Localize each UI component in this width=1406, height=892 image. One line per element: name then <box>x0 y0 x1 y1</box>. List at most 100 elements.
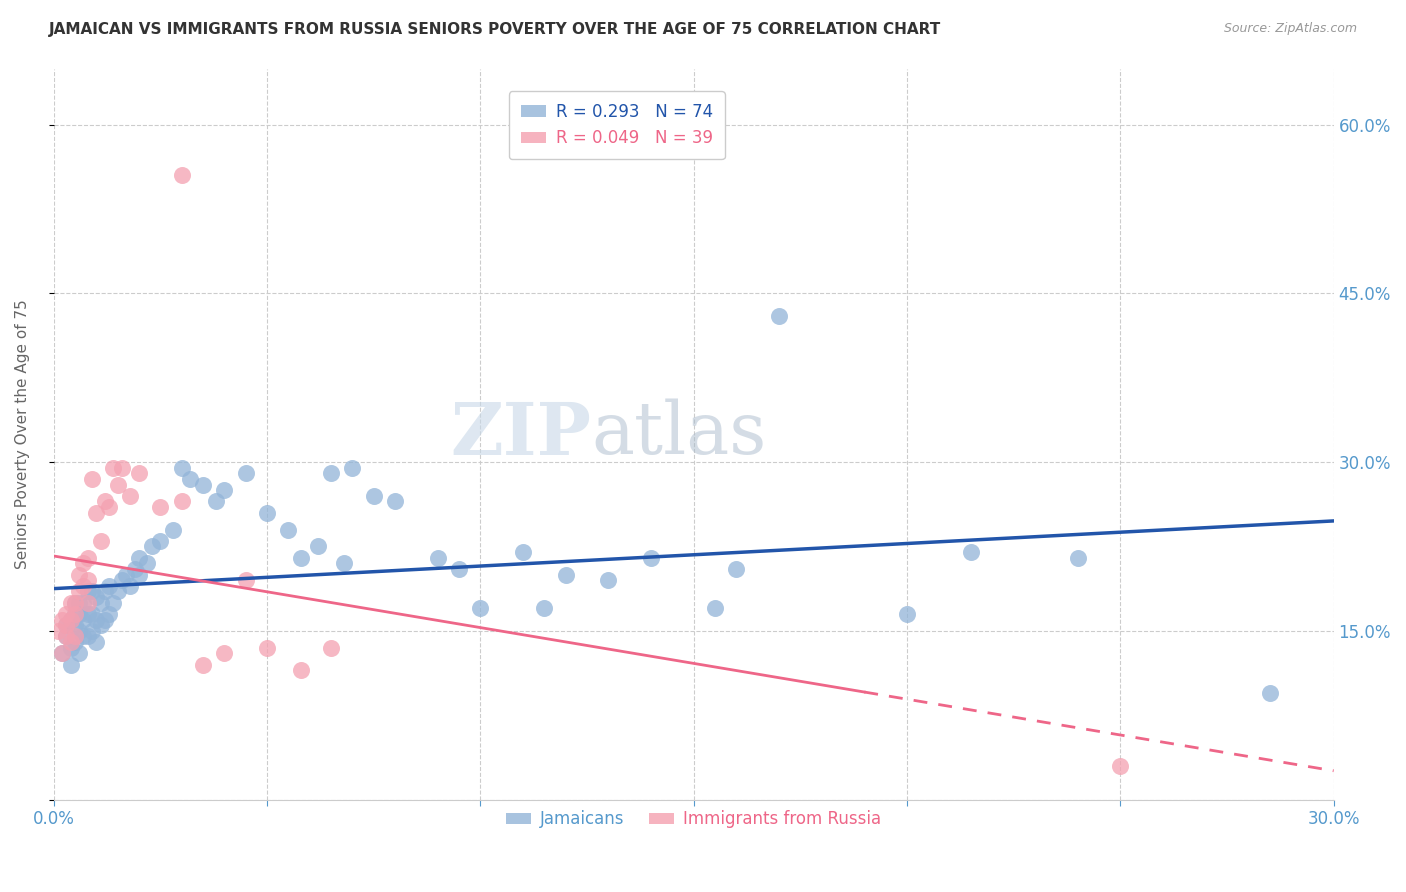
Text: JAMAICAN VS IMMIGRANTS FROM RUSSIA SENIORS POVERTY OVER THE AGE OF 75 CORRELATIO: JAMAICAN VS IMMIGRANTS FROM RUSSIA SENIO… <box>49 22 942 37</box>
Point <box>55 630 77 644</box>
Point <box>256 640 278 655</box>
Point <box>51 646 73 660</box>
Point <box>342 460 364 475</box>
Point <box>72 579 94 593</box>
Point <box>214 483 236 498</box>
Point <box>76 596 98 610</box>
Point <box>59 640 82 655</box>
Point <box>277 523 299 537</box>
Point <box>363 489 385 503</box>
Point <box>67 624 90 638</box>
Point <box>896 607 918 621</box>
Point <box>204 494 226 508</box>
Point <box>67 584 90 599</box>
Point <box>170 494 193 508</box>
Point <box>128 550 150 565</box>
Point <box>115 567 138 582</box>
Point <box>55 618 77 632</box>
Point <box>80 624 103 638</box>
Point <box>725 562 748 576</box>
Point <box>63 596 86 610</box>
Text: Source: ZipAtlas.com: Source: ZipAtlas.com <box>1223 22 1357 36</box>
Point <box>120 489 142 503</box>
Point <box>55 618 77 632</box>
Point <box>63 607 86 621</box>
Point <box>768 309 790 323</box>
Point <box>107 584 129 599</box>
Point <box>90 533 112 548</box>
Point <box>55 607 77 621</box>
Point <box>67 646 90 660</box>
Point <box>120 579 142 593</box>
Point <box>72 596 94 610</box>
Point <box>80 584 103 599</box>
Legend: Jamaicans, Immigrants from Russia: Jamaicans, Immigrants from Russia <box>499 804 887 835</box>
Point <box>80 607 103 621</box>
Point <box>111 573 134 587</box>
Text: ZIP: ZIP <box>450 399 591 469</box>
Point <box>598 573 620 587</box>
Point <box>90 618 112 632</box>
Point <box>426 550 449 565</box>
Point <box>76 550 98 565</box>
Point <box>960 545 983 559</box>
Point <box>170 460 193 475</box>
Point <box>141 540 163 554</box>
Point <box>90 596 112 610</box>
Point <box>72 630 94 644</box>
Point <box>235 467 257 481</box>
Point <box>59 613 82 627</box>
Point <box>191 477 214 491</box>
Point <box>59 613 82 627</box>
Point <box>162 523 184 537</box>
Point <box>72 613 94 627</box>
Point <box>84 506 107 520</box>
Point <box>94 494 117 508</box>
Point <box>1066 550 1088 565</box>
Point <box>67 607 90 621</box>
Text: atlas: atlas <box>591 399 766 469</box>
Point <box>94 613 117 627</box>
Point <box>640 550 662 565</box>
Point <box>214 646 236 660</box>
Point <box>46 624 69 638</box>
Point <box>447 562 470 576</box>
Point <box>704 601 727 615</box>
Point <box>384 494 406 508</box>
Point <box>332 557 354 571</box>
Point <box>63 596 86 610</box>
Point <box>98 500 121 515</box>
Point <box>149 500 172 515</box>
Point <box>63 630 86 644</box>
Point <box>63 618 86 632</box>
Point <box>191 657 214 672</box>
Point <box>67 596 90 610</box>
Point <box>1258 686 1281 700</box>
Point <box>103 460 125 475</box>
Point <box>84 590 107 604</box>
Point <box>59 657 82 672</box>
Point <box>512 545 534 559</box>
Point <box>76 630 98 644</box>
Point <box>51 646 73 660</box>
Point <box>76 573 98 587</box>
Point <box>470 601 492 615</box>
Point <box>307 540 329 554</box>
Point <box>98 607 121 621</box>
Y-axis label: Seniors Poverty Over the Age of 75: Seniors Poverty Over the Age of 75 <box>15 299 30 569</box>
Point <box>80 472 103 486</box>
Point <box>63 607 86 621</box>
Point <box>111 460 134 475</box>
Point <box>59 596 82 610</box>
Point <box>533 601 555 615</box>
Point <box>76 584 98 599</box>
Point <box>554 567 576 582</box>
Point <box>94 584 117 599</box>
Point <box>72 557 94 571</box>
Point <box>290 550 312 565</box>
Point <box>319 640 342 655</box>
Point <box>319 467 342 481</box>
Point <box>84 635 107 649</box>
Point <box>103 596 125 610</box>
Point <box>170 169 193 183</box>
